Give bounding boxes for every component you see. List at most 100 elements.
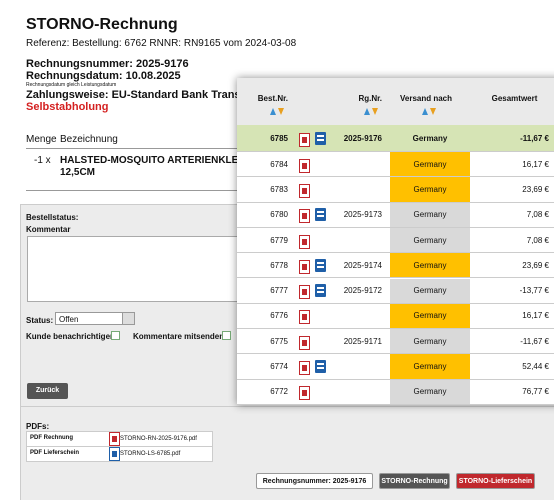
footer-button[interactable]: STORNO-Rechnung [379,473,450,489]
status-heading: Bestellstatus: [26,213,79,222]
country: Germany [413,336,447,346]
order-total: 52,44 € [522,362,549,372]
doc-shipping: Selbstabholung [26,101,109,113]
country-cell [390,303,470,329]
select-arrow [122,313,134,324]
doc-payment: Zahlungsweise: EU-Standard Bank Transfer [26,89,255,101]
order-row[interactable]: 6783 Germany 23,69 € [237,177,554,203]
sort-desc[interactable] [372,108,378,115]
panel-divider [21,406,554,407]
orders-overlay: Best.Nr. Rg.Nr. Versand nach Gesamtwert 6785… [237,78,554,405]
pdf-icon-mark [112,451,117,457]
sort-asc[interactable] [270,108,276,115]
country-cell [390,329,470,354]
sort-asc[interactable] [364,108,370,115]
pdf-icon[interactable] [299,132,310,147]
status-select[interactable]: Offen [55,312,135,325]
pdf-icon[interactable] [299,259,310,274]
country-cell [390,202,470,227]
pdf-icon[interactable] [299,310,310,325]
order-number: 6779 [270,235,288,245]
pdf-icon-mark [302,365,307,372]
delivery-icon[interactable] [315,131,326,145]
order-row[interactable]: 6777 2025-9172 Germany -13,77 € [237,278,554,304]
pdf-icon-mark [302,187,307,194]
delivery-icon-mark [317,287,324,290]
order-total: 7,08 € [526,235,549,245]
delivery-icon[interactable] [315,258,326,272]
order-number: 6784 [270,159,288,169]
pdf-icon-mark [302,339,307,346]
column-header[interactable]: Versand nach [399,94,453,103]
pdf-icon[interactable] [299,183,310,198]
order-number: 6772 [270,387,288,397]
delivery-icon[interactable] [315,360,326,374]
country: Germany [412,133,448,143]
pdf-icon[interactable] [299,361,310,376]
order-row[interactable]: 6775 2025-9171 Germany -11,67 € [237,329,554,355]
pdf-icon[interactable] [299,335,310,350]
doc-date-note: Rechnungsdatum gleich Leistungsdatum [26,82,117,88]
invoice-number: 2025-9171 [343,336,382,346]
pdf-icon-mark [302,289,307,296]
pdf-file[interactable]: STORNO-RN-2025-9176.pdf [120,436,197,442]
delivery-icon[interactable] [315,284,326,298]
pdf-icon-mark [302,314,307,321]
delivery-icon[interactable] [315,208,326,222]
pdf-icon[interactable] [299,386,310,401]
country: Germany [413,235,447,245]
pdf-icon-mark [302,390,307,397]
order-number: 6778 [270,260,288,270]
column-header[interactable]: Best.Nr. [257,94,288,103]
pdf-icon[interactable] [299,234,310,249]
item-desc: 12,5CM [60,167,96,178]
pdf-icon[interactable] [299,209,310,224]
pdfs-heading: PDFs: [26,422,50,431]
items-head-desc: Bezeichnung [60,134,118,145]
order-row[interactable]: 6774 Germany 52,44 € [237,354,554,380]
sort-asc[interactable] [422,108,428,115]
delivery-icon-mark [317,215,324,218]
order-number: 6780 [270,210,288,220]
sort-desc[interactable] [278,108,284,115]
invoice-number: 2025-9174 [343,260,382,270]
delivery-icon-mark [317,291,324,294]
order-row[interactable]: 6776 Germany 16,17 € [237,303,554,330]
send-comments-checkbox[interactable] [222,331,231,340]
order-total: -13,77 € [519,286,549,296]
pdf-icon[interactable] [299,158,310,173]
country-cell [390,152,470,177]
country-cell [390,227,470,253]
pdf-icon-mark [302,162,307,169]
items-foot-line [26,190,241,191]
pdf-icon[interactable] [109,432,120,446]
column-header[interactable]: Gesamtwert [491,94,538,103]
order-row[interactable]: 6784 Germany 16,17 € [237,152,554,178]
country: Germany [413,184,447,194]
order-total: -11,67 € [520,336,549,346]
pdf-icon[interactable] [299,285,310,300]
order-row[interactable]: 6780 2025-9173 Germany 7,08 € [237,202,554,228]
item-desc: HALSTED-MOSQUITO ARTERIENKLEMME GER [60,155,287,166]
footer-button[interactable]: STORNO-Lieferschein [456,473,535,489]
order-row[interactable]: 6785 2025-9176 Germany -11,67 € [237,125,554,152]
order-row[interactable]: 6772 Germany 76,77 € [237,379,554,405]
column-header[interactable]: Rg.Nr. [358,94,382,103]
doc-reference: Referenz: Bestellung: 6762 RNNR: RN9165 … [26,38,297,49]
back-button[interactable]: Zurück [27,383,68,399]
sort-desc[interactable] [430,108,436,115]
delivery-icon-mark [317,261,324,264]
pdf-file[interactable]: STORNO-LS-6785.pdf [120,451,181,457]
pdf-icon-mark [302,238,307,245]
notify-checkbox[interactable] [111,331,120,340]
order-row[interactable]: 6779 Germany 7,08 € [237,227,554,254]
pdf-icon-mark [302,263,307,270]
notify-label: Kunde benachrichtigen: [26,332,118,341]
footer-button[interactable]: Rechnungsnummer: 2025-9176 [256,473,373,489]
country-cell [390,354,470,379]
pdf-icon[interactable] [109,447,120,461]
invoice-number: 2025-9172 [343,286,382,296]
order-row[interactable]: 6778 2025-9174 Germany 23,69 € [237,253,554,279]
pdf-icon-mark [112,436,117,442]
